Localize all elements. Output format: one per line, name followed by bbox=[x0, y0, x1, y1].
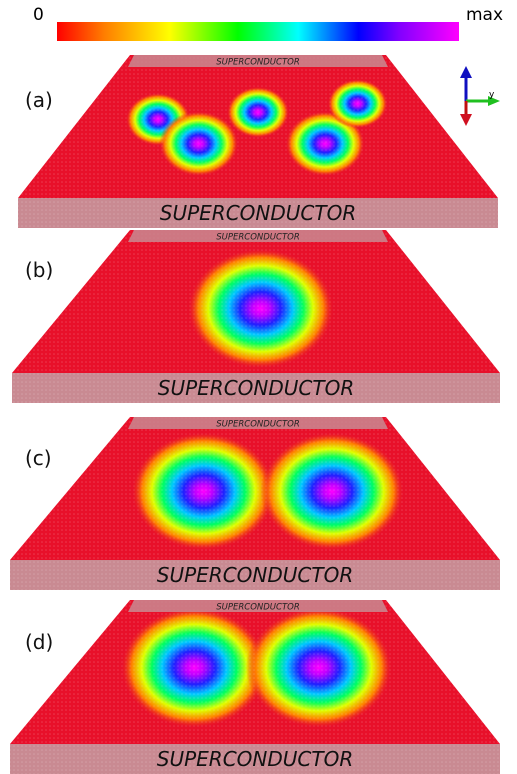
panel-b: SUPERCONDUCTOR SUPERCONDUCTOR bbox=[12, 230, 500, 403]
top-electrode bbox=[128, 600, 388, 612]
bottom-electrode-label: SUPERCONDUCTOR bbox=[158, 376, 354, 400]
top-electrode-label: SUPERCONDUCTOR bbox=[216, 233, 300, 243]
bottom-electrode-label: SUPERCONDUCTOR bbox=[157, 747, 353, 771]
bottom-electrode-label: SUPERCONDUCTOR bbox=[157, 563, 353, 587]
axes-widget: y bbox=[460, 66, 500, 126]
top-electrode-label: SUPERCONDUCTOR bbox=[216, 420, 300, 430]
lattice-texture bbox=[12, 230, 500, 373]
top-electrode bbox=[128, 55, 388, 67]
panel-a-label: (a) bbox=[25, 88, 53, 112]
top-electrode bbox=[128, 417, 388, 429]
panel-c: SUPERCONDUCTOR SUPERCONDUCTOR bbox=[10, 417, 500, 590]
panel-c-label: (c) bbox=[25, 446, 52, 470]
colorbar-min-label: 0 bbox=[33, 5, 44, 25]
panel-d-label: (d) bbox=[25, 630, 54, 654]
panel-d: SUPERCONDUCTOR SUPERCONDUCTOR bbox=[10, 600, 500, 774]
lattice-texture bbox=[18, 55, 498, 198]
lattice-texture bbox=[10, 417, 500, 560]
lattice-texture bbox=[10, 600, 500, 744]
top-electrode-label: SUPERCONDUCTOR bbox=[216, 603, 300, 613]
y-axis-label: y bbox=[489, 90, 495, 100]
z-axis-arrow-icon bbox=[460, 66, 472, 78]
x-axis-arrow-icon bbox=[460, 114, 472, 126]
top-electrode bbox=[128, 230, 388, 242]
colorbar bbox=[57, 22, 459, 41]
top-electrode-label: SUPERCONDUCTOR bbox=[216, 58, 300, 68]
panel-a: SUPERCONDUCTOR SUPERCONDUCTOR bbox=[18, 55, 498, 228]
bottom-electrode-label: SUPERCONDUCTOR bbox=[160, 201, 356, 225]
colorbar-max-label: max bbox=[466, 5, 504, 25]
panel-b-label: (b) bbox=[25, 258, 54, 282]
y-axis-arrow-icon bbox=[488, 96, 500, 106]
